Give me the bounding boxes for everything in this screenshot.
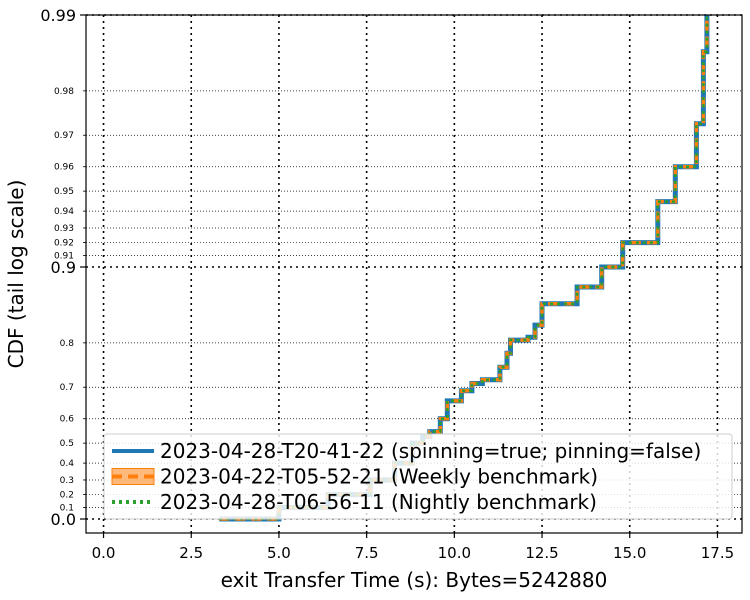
y-minor-tick-label: 0.6 <box>60 415 75 425</box>
x-tick-label: 10.0 <box>438 544 471 562</box>
y-minor-tick-label: 0.7 <box>60 383 74 393</box>
axis-ticks: 0.0 2.5 5.0 7.5 10.0 12.5 15.0 17.5 0.1 0.2 0.3 0.4… <box>40 6 734 562</box>
y-minor-tick-label: 0.95 <box>54 187 74 197</box>
y-minor-tick-label: 0.96 <box>54 163 74 173</box>
y-minor-tick-label: 0.2 <box>60 491 74 501</box>
y-major-tick-label: 0.99 <box>40 6 76 25</box>
x-tick-label: 17.5 <box>701 544 734 562</box>
x-tick-label: 5.0 <box>267 544 291 562</box>
x-axis-label: exit Transfer Time (s): Bytes=5242880 <box>221 568 608 592</box>
x-tick-label: 2.5 <box>179 544 203 562</box>
legend: 2023-04-28-T20-41-22 (spinning=true; pin… <box>103 433 733 520</box>
y-minor-tick-label: 0.92 <box>54 239 74 249</box>
y-minor-tick-label: 0.93 <box>54 224 74 234</box>
y-minor-tick-label: 0.8 <box>60 339 75 349</box>
y-major-tick-label: 0.9 <box>51 258 76 277</box>
x-tick-label: 15.0 <box>613 544 646 562</box>
series-line-3 <box>219 15 709 521</box>
legend-label: 2023-04-22-T05-52-21 (Weekly benchmark) <box>160 465 598 489</box>
x-tick-label: 7.5 <box>355 544 379 562</box>
y-axis-label: CDF (tail log scale) <box>4 180 28 369</box>
y-minor-tick-label: 0.3 <box>60 476 74 486</box>
y-minor-tick-label: 0.94 <box>54 207 74 217</box>
y-minor-tick-label: 0.4 <box>60 459 75 469</box>
x-tick-label: 12.5 <box>525 544 558 562</box>
legend-label: 2023-04-28-T20-41-22 (spinning=true; pin… <box>160 439 701 463</box>
y-minor-tick-label: 0.98 <box>54 87 74 97</box>
y-minor-tick-label: 0.91 <box>54 251 74 261</box>
y-major-tick-label: 0.0 <box>51 510 76 529</box>
legend-box <box>103 433 733 520</box>
y-minor-tick-label: 0.97 <box>54 131 74 141</box>
y-minor-tick-label: 0.1 <box>60 503 74 513</box>
plot-frame <box>85 14 743 534</box>
legend-label: 2023-04-28-T06-56-11 (Nightly benchmark) <box>160 490 597 514</box>
y-minor-tick-label: 0.5 <box>60 439 74 449</box>
x-tick-label: 0.0 <box>92 544 116 562</box>
